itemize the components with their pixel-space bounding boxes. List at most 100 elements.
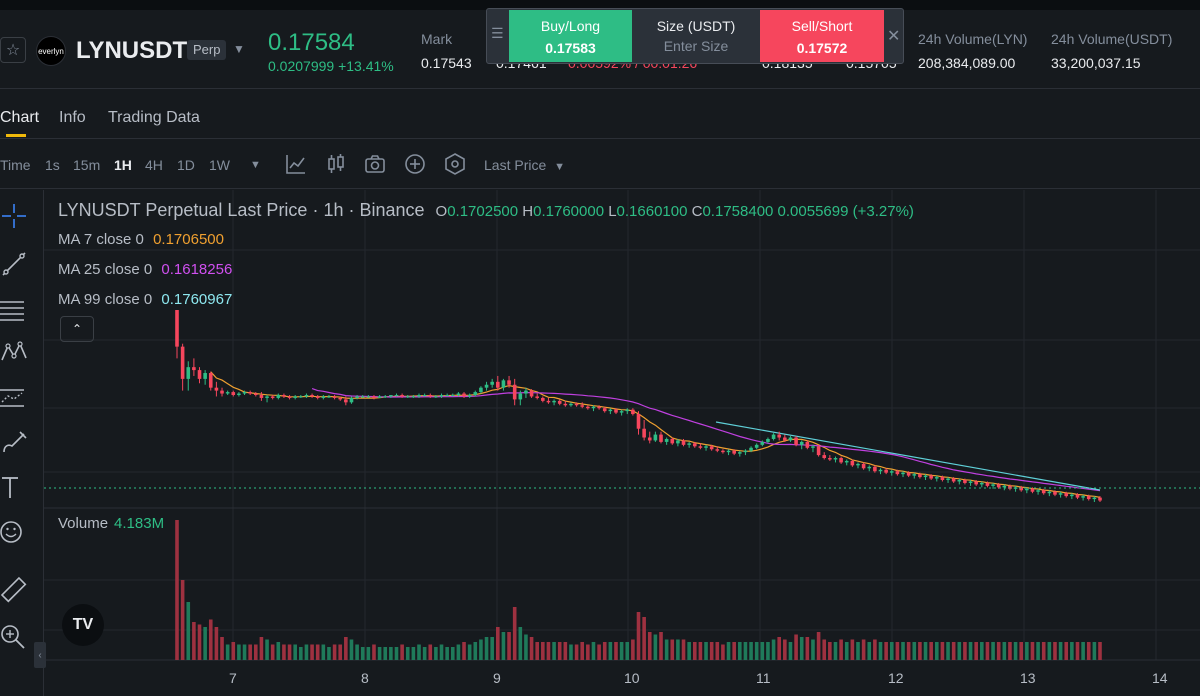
chart-type-icon[interactable] — [324, 152, 348, 176]
volume-bar — [1025, 642, 1029, 660]
ma25-value: 0.1618256 — [161, 261, 233, 278]
volume-bar — [771, 639, 776, 660]
candle — [878, 468, 883, 475]
add-icon[interactable] — [403, 152, 427, 176]
emoji-icon[interactable] — [0, 518, 28, 546]
interval-1w[interactable]: 1W — [209, 157, 230, 173]
ma99-value: 0.1760967 — [161, 291, 233, 308]
tab-info[interactable]: Info — [59, 109, 86, 126]
volume-bar — [636, 612, 641, 660]
size-input[interactable] — [641, 38, 751, 54]
candle — [462, 392, 466, 398]
volume-bar — [467, 644, 472, 660]
buy-long-button[interactable]: Buy/Long 0.17583 — [509, 10, 632, 62]
volume-bar — [1008, 642, 1012, 660]
interval-dropdown-icon[interactable]: ▼ — [250, 159, 261, 171]
trend-line-icon[interactable] — [0, 250, 28, 278]
candle — [912, 472, 917, 479]
volume-bar — [912, 642, 917, 660]
interval-1h[interactable]: 1H — [114, 157, 132, 173]
price-type-select[interactable]: Last Price ▼ — [484, 157, 565, 173]
volume-bar — [934, 642, 939, 660]
candle — [591, 405, 596, 412]
volume-bar — [405, 647, 410, 660]
volume-bar — [777, 637, 782, 660]
candle — [1081, 494, 1085, 501]
volume-bar — [1036, 642, 1040, 660]
interval-15m[interactable]: 15m — [73, 157, 101, 173]
price-chart[interactable] — [44, 190, 1200, 696]
candle — [242, 390, 247, 396]
volume-bar — [377, 647, 382, 660]
candle — [968, 480, 973, 486]
ruler-icon[interactable] — [0, 576, 28, 604]
volume-bar — [445, 647, 449, 660]
candle — [805, 440, 810, 450]
candle — [1070, 493, 1074, 500]
volume-bar — [951, 642, 956, 660]
candle — [321, 395, 326, 400]
candle — [889, 469, 894, 476]
text-tool-icon[interactable] — [0, 474, 28, 502]
x-tick-label: 11 — [756, 670, 771, 686]
ma99-label: MA 99 close 0 — [58, 291, 153, 308]
candle — [833, 456, 838, 463]
interval-4h[interactable]: 4H — [145, 157, 163, 173]
collapse-legend-button[interactable]: ⌃ — [60, 316, 94, 342]
tab-trading-data[interactable]: Trading Data — [108, 109, 200, 126]
interval-1d[interactable]: 1D — [177, 157, 195, 173]
candle — [479, 386, 483, 394]
collapse-toolbar-icon[interactable]: ‹ — [34, 642, 46, 668]
volume-bar — [738, 642, 742, 660]
candle — [861, 462, 866, 470]
brush-icon[interactable] — [0, 428, 28, 456]
symbol-name[interactable]: LYNUSDT — [76, 37, 188, 64]
tab-chart[interactable]: Chart — [0, 109, 40, 126]
candle — [473, 390, 478, 397]
candle — [783, 434, 787, 442]
tradingview-logo[interactable]: TV — [62, 604, 104, 646]
moving-average-lines — [210, 371, 1101, 498]
volume-bar — [715, 642, 720, 660]
interval-1s[interactable]: 1s — [45, 157, 60, 173]
candle — [214, 381, 219, 397]
candle — [996, 482, 1001, 489]
candle — [299, 395, 303, 398]
camera-icon[interactable] — [363, 152, 387, 176]
drag-handle-icon[interactable]: ☰ — [491, 25, 504, 41]
zoom-in-icon[interactable] — [0, 624, 28, 652]
time-label[interactable]: Time — [0, 157, 31, 173]
stat-label: 24h Volume(USDT) — [1051, 31, 1173, 47]
sell-short-button[interactable]: Sell/Short 0.17572 — [760, 10, 884, 62]
chevron-down-icon[interactable]: ▼ — [233, 42, 245, 56]
volume-legend: Volume 4.183M — [58, 515, 164, 532]
token-logo-text: everlyn — [38, 46, 64, 56]
candle — [1025, 487, 1029, 494]
legend-title: LYNUSDT Perpetual Last Price · 1h · Bina… — [58, 200, 425, 220]
horizontal-lines-icon[interactable] — [0, 294, 28, 322]
candle — [687, 441, 691, 448]
crosshair-icon[interactable] — [0, 202, 28, 230]
volume-bar — [422, 647, 427, 660]
candle — [867, 465, 872, 472]
candle — [327, 395, 331, 398]
close-icon[interactable]: ✕ — [887, 28, 901, 45]
volume-bar — [490, 637, 494, 660]
volume-bar — [501, 632, 506, 660]
volume-bar — [670, 639, 675, 660]
volume-bar — [479, 639, 483, 660]
volume-bars — [175, 520, 1102, 660]
volume-bar — [349, 639, 354, 660]
candle — [1086, 494, 1091, 501]
favorite-star-icon[interactable]: ☆ — [0, 37, 26, 63]
ma7-value: 0.1706500 — [153, 231, 224, 248]
buy-price: 0.17583 — [545, 40, 596, 56]
volume-bar — [259, 637, 264, 660]
stat-label: Mark — [421, 31, 453, 47]
volume-bar — [597, 644, 601, 660]
indicators-icon[interactable] — [284, 152, 308, 176]
settings-hex-icon[interactable] — [443, 152, 467, 176]
pattern-icon[interactable] — [0, 338, 28, 366]
candle — [422, 393, 427, 397]
prediction-icon[interactable] — [0, 384, 28, 412]
